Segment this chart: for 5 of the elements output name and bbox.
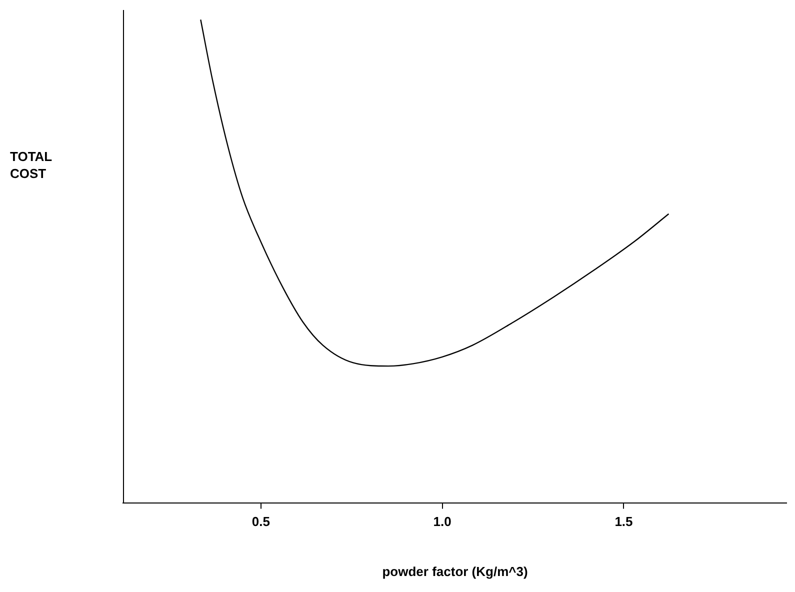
- x-tick-label: 1.5: [614, 514, 633, 530]
- x-tick-label: 0.5: [252, 514, 270, 530]
- x-tick-label: 1.0: [433, 514, 452, 530]
- x-axis-title: powder factor (Kg/m^3): [382, 564, 528, 579]
- text: TOTAL COST: [10, 148, 53, 182]
